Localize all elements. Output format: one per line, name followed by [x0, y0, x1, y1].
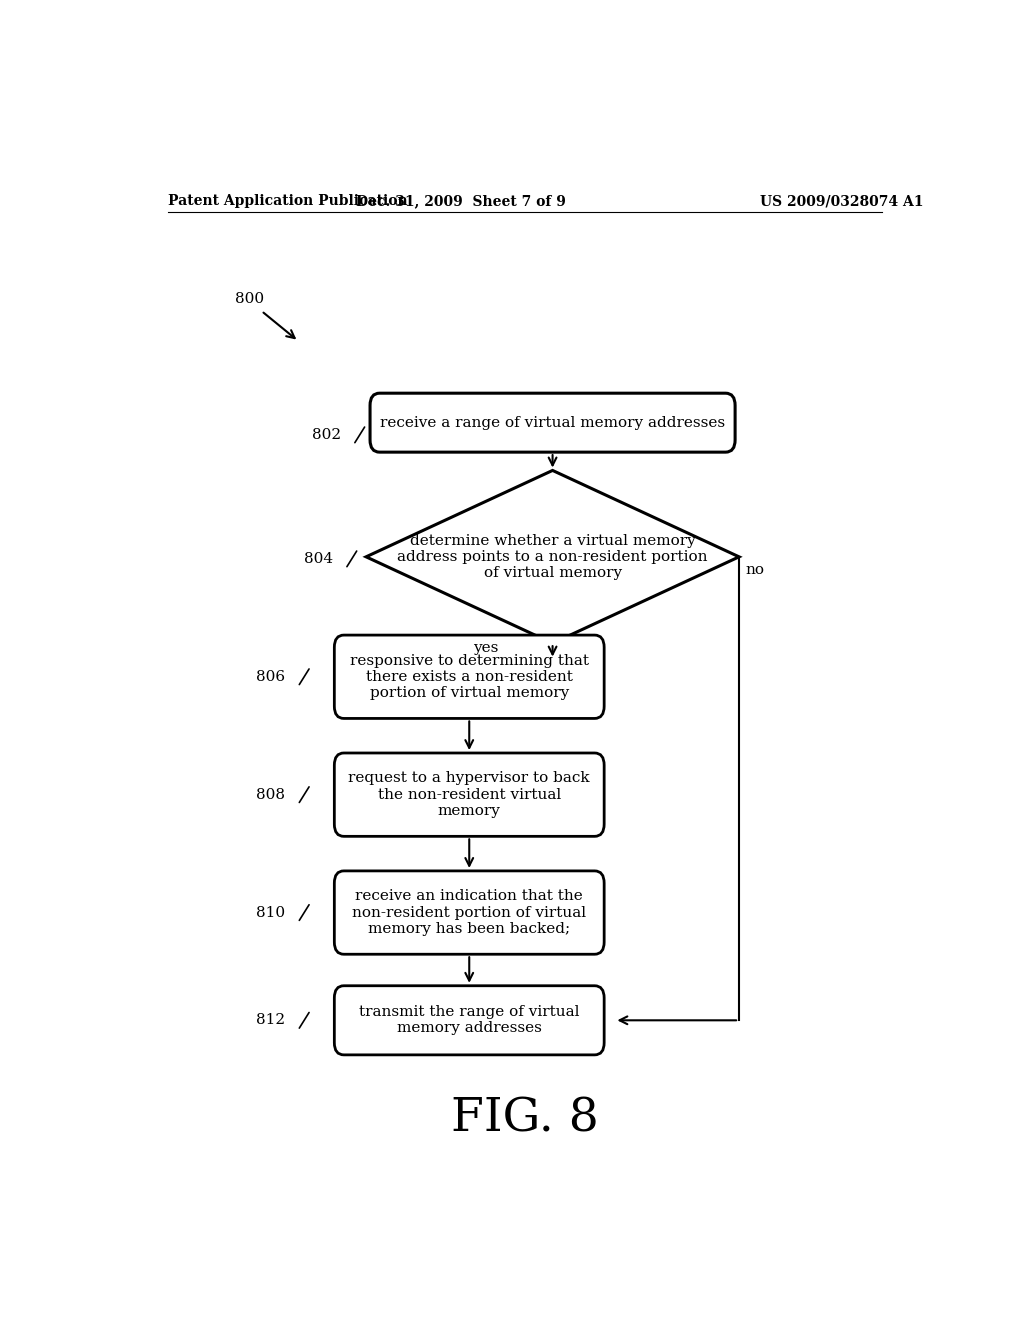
- Text: transmit the range of virtual
memory addresses: transmit the range of virtual memory add…: [359, 1006, 580, 1035]
- Text: no: no: [745, 564, 765, 577]
- FancyBboxPatch shape: [370, 393, 735, 453]
- Text: responsive to determining that
there exists a non-resident
portion of virtual me: responsive to determining that there exi…: [350, 653, 589, 700]
- FancyBboxPatch shape: [334, 986, 604, 1055]
- Text: 812: 812: [256, 1014, 285, 1027]
- Text: 800: 800: [236, 292, 264, 306]
- FancyBboxPatch shape: [334, 635, 604, 718]
- Text: Dec. 31, 2009  Sheet 7 of 9: Dec. 31, 2009 Sheet 7 of 9: [356, 194, 566, 209]
- FancyBboxPatch shape: [334, 871, 604, 954]
- Text: 804: 804: [304, 552, 333, 566]
- Text: FIG. 8: FIG. 8: [451, 1097, 599, 1142]
- Text: yes: yes: [473, 642, 499, 655]
- Text: 808: 808: [256, 788, 285, 801]
- Polygon shape: [367, 470, 739, 643]
- Text: request to a hypervisor to back
the non-resident virtual
memory: request to a hypervisor to back the non-…: [348, 771, 590, 818]
- Text: receive a range of virtual memory addresses: receive a range of virtual memory addres…: [380, 416, 725, 430]
- Text: 810: 810: [256, 906, 285, 920]
- Text: receive an indication that the
non-resident portion of virtual
memory has been b: receive an indication that the non-resid…: [352, 890, 587, 936]
- Text: 806: 806: [256, 669, 285, 684]
- Text: determine whether a virtual memory
address points to a non-resident portion
of v: determine whether a virtual memory addre…: [397, 533, 708, 579]
- Text: 802: 802: [311, 428, 341, 442]
- Text: Patent Application Publication: Patent Application Publication: [168, 194, 408, 209]
- Text: US 2009/0328074 A1: US 2009/0328074 A1: [761, 194, 924, 209]
- FancyBboxPatch shape: [334, 752, 604, 837]
